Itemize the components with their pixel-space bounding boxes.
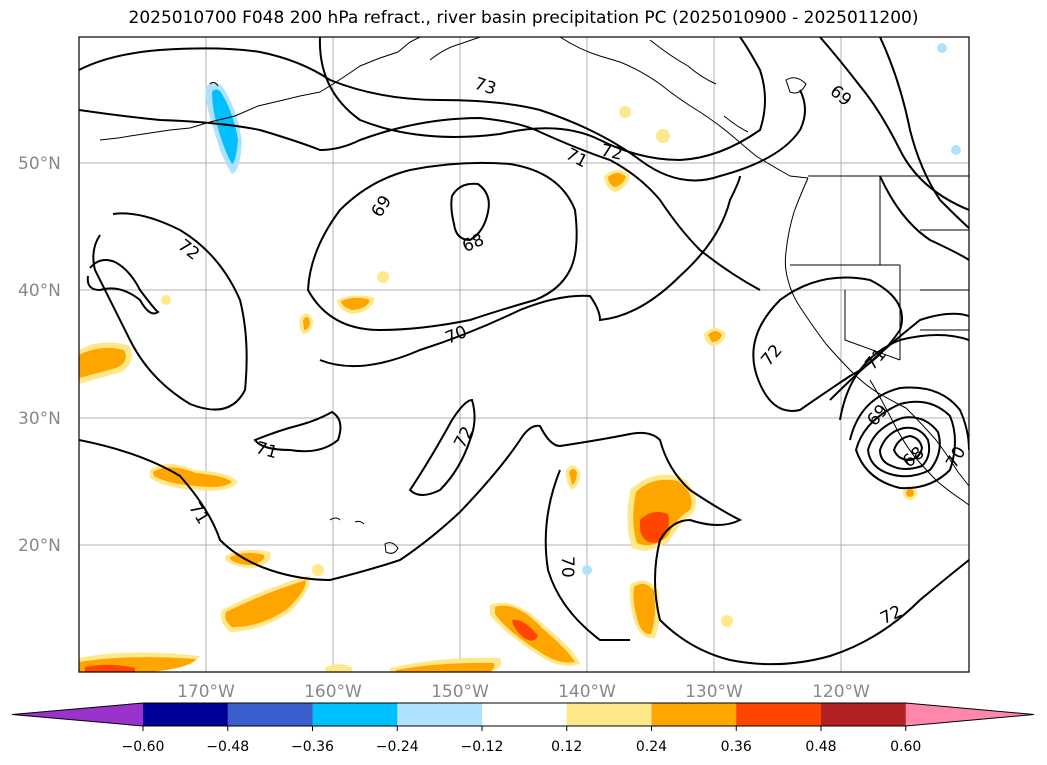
contour-72-east — [752, 276, 903, 412]
precip-area — [582, 565, 592, 575]
colorbar-tick-label: 0.36 — [721, 739, 752, 755]
colorbar-tick-label: −0.48 — [206, 739, 249, 755]
precip-area — [656, 129, 670, 143]
precip-area — [341, 297, 370, 310]
map-panel: 73 72 71 69 68 72 70 72 71 72 71 69 68 7… — [78, 36, 970, 673]
precip-area — [212, 89, 238, 164]
contour-72-north — [79, 47, 806, 182]
contour-ring-1 — [849, 386, 969, 451]
colorbar-swatch — [651, 703, 737, 726]
precip-area — [303, 316, 310, 330]
precip-area — [951, 145, 961, 155]
precip-area — [906, 489, 914, 497]
colorbar-swatch — [143, 703, 229, 726]
precip-area — [937, 43, 947, 53]
contour-ring-5 — [892, 434, 924, 462]
lon-label-160w: 160°W — [304, 682, 362, 702]
precip-area — [377, 271, 389, 283]
colorbar-tick-label: −0.36 — [291, 739, 334, 755]
contour-72-west-inner — [86, 259, 160, 315]
colorbar-tick-label: −0.12 — [461, 739, 504, 755]
colorbar: −0.60 −0.48 −0.36 −0.24 −0.12 0.12 0.24 0.36 0.4… — [11, 702, 1035, 755]
lat-label-50n: 50°N — [18, 154, 61, 174]
colorbar-tick-label: −0.24 — [376, 739, 419, 755]
colorbar-swatch — [227, 703, 313, 726]
map-title: 2025010700 F048 200 hPa refract., river … — [128, 8, 919, 28]
precip-area — [161, 295, 171, 305]
contour-72-sub — [829, 312, 969, 401]
longitude-labels: 170°W 160°W 150°W 140°W 130°W 120°W — [177, 682, 870, 702]
colorbar-swatch — [566, 703, 652, 726]
coastlines — [99, 37, 969, 554]
latitude-labels: 50°N 40°N 30°N 20°N — [18, 154, 61, 556]
precip-area — [79, 347, 126, 378]
contour-73 — [318, 37, 766, 162]
colorbar-swatch — [397, 703, 483, 726]
contour-71-south — [79, 424, 969, 666]
precip-area — [619, 106, 631, 118]
colorbar-extend-high — [905, 703, 1034, 726]
contour-ring-3 — [866, 416, 941, 478]
colorbar-swatch — [821, 703, 907, 726]
lat-label-30n: 30°N — [18, 409, 61, 429]
contour-71 — [79, 109, 761, 291]
contour-72-south — [408, 398, 476, 496]
colorbar-tick-label: 0.48 — [805, 739, 836, 755]
lat-label-20n: 20°N — [18, 536, 61, 556]
precip-area — [708, 331, 722, 342]
contour-70-south — [544, 469, 630, 642]
colorbar-swatch — [736, 703, 822, 726]
colorbar-ticks: −0.60 −0.48 −0.36 −0.24 −0.12 0.12 0.24 0.36 0.4… — [122, 726, 921, 755]
colorbar-tick-label: 0.24 — [636, 739, 667, 755]
colorbar-tick-label: −0.60 — [122, 739, 165, 755]
precip-area — [225, 580, 306, 628]
lon-label-130w: 130°W — [685, 682, 743, 702]
colorbar-extend-low — [12, 703, 143, 726]
contour-label: 72 — [599, 141, 624, 165]
precip-area — [608, 173, 626, 187]
contour-68 — [450, 182, 490, 242]
contour-70 — [319, 175, 741, 368]
colorbar-tick-label: 0.60 — [890, 739, 921, 755]
colorbar-swatch — [482, 703, 568, 726]
contour-72-west — [92, 212, 248, 411]
precip-area — [396, 662, 495, 672]
precip-area — [640, 512, 669, 543]
contour-ring-2 — [854, 400, 956, 490]
precip-shading — [79, 43, 961, 672]
lon-label-150w: 150°W — [431, 682, 489, 702]
contour-71-northeast — [819, 37, 969, 211]
precip-area — [312, 564, 324, 576]
refractivity-contours — [79, 37, 969, 666]
lon-label-120w: 120°W — [812, 682, 870, 702]
precip-area — [325, 664, 352, 672]
lon-label-170w: 170°W — [177, 682, 235, 702]
contour-label: 70 — [557, 556, 577, 578]
contour-71-loop — [253, 410, 342, 453]
precip-area — [85, 664, 135, 672]
precip-area — [721, 615, 733, 627]
colorbar-swatches — [11, 702, 1035, 727]
contour-70-east — [879, 175, 969, 261]
colorbar-swatch — [312, 703, 398, 726]
precip-area — [569, 468, 577, 485]
contour-69 — [306, 161, 578, 332]
lon-label-140w: 140°W — [558, 682, 616, 702]
contour-69-east — [879, 37, 969, 229]
precip-area — [633, 583, 655, 635]
contour-71-east — [839, 334, 969, 421]
map-frame — [78, 36, 970, 673]
lat-label-40n: 40°N — [18, 281, 61, 301]
contour-ring-4 — [878, 426, 931, 470]
colorbar-tick-label: 0.12 — [551, 739, 582, 755]
precip-area — [512, 619, 538, 641]
